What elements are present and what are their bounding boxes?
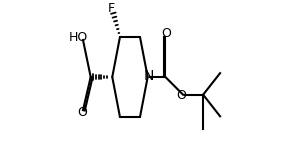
Text: F: F <box>108 2 115 15</box>
Text: O: O <box>77 106 87 119</box>
Text: O: O <box>161 27 171 40</box>
Text: N: N <box>143 69 154 83</box>
Text: O: O <box>177 89 187 102</box>
Text: HO: HO <box>69 31 88 44</box>
